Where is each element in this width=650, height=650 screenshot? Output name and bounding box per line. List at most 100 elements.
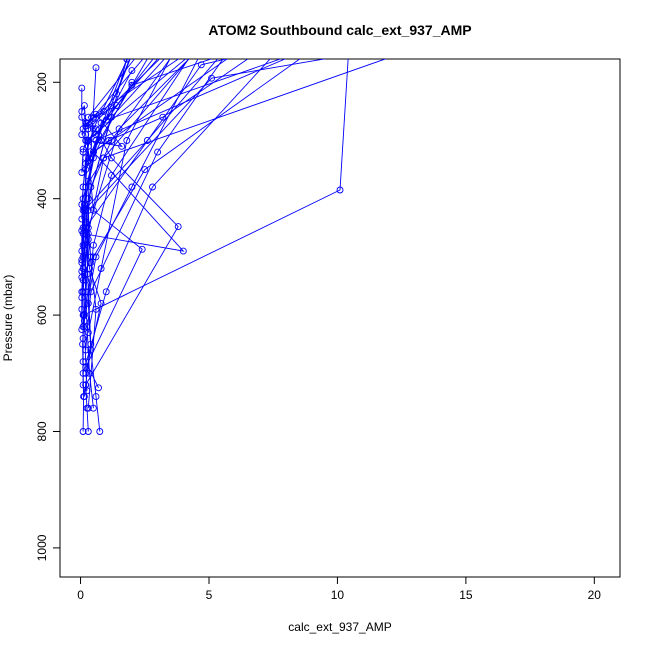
x-tick-label: 20 — [588, 588, 602, 602]
data-point — [82, 235, 90, 243]
data-point — [92, 393, 100, 401]
series-line — [82, 59, 219, 432]
data-point — [115, 125, 123, 133]
profile-series — [82, 39, 140, 130]
data-point — [89, 113, 97, 121]
y-axis-label: Pressure (mbar) — [1, 275, 15, 362]
data-point — [79, 428, 87, 435]
series-line — [83, 59, 301, 316]
x-tick-label: 0 — [77, 588, 84, 602]
data-point — [84, 177, 92, 185]
series-line — [85, 59, 224, 351]
data-point — [100, 107, 108, 115]
data-point — [155, 50, 161, 56]
data-point — [160, 33, 166, 39]
series-line — [82, 70, 133, 228]
data-point — [149, 183, 156, 191]
data-point — [180, 33, 186, 39]
data-point — [79, 145, 87, 153]
data-point — [80, 204, 88, 212]
data-point — [134, 39, 140, 45]
data-point — [201, 44, 207, 50]
data-point — [96, 428, 104, 435]
series-line — [82, 59, 282, 150]
series-line — [82, 59, 271, 374]
y-tick-label: 800 — [35, 421, 49, 441]
profile-series — [79, 59, 282, 153]
x-tick-label: 10 — [331, 588, 345, 602]
data-point — [89, 253, 97, 261]
data-point — [92, 125, 100, 133]
data-point — [123, 137, 131, 144]
data-point — [309, 44, 315, 50]
y-tick-label: 1000 — [35, 534, 49, 561]
data-point — [79, 369, 87, 377]
data-point — [129, 50, 135, 56]
series-line — [83, 59, 190, 388]
profile-series — [84, 21, 191, 337]
data-point — [84, 224, 92, 232]
data-point — [155, 27, 161, 33]
data-point — [138, 245, 146, 253]
data-point — [143, 137, 151, 144]
data-point — [155, 39, 161, 45]
profile-series — [80, 59, 190, 392]
data-point — [80, 311, 88, 319]
data-point — [89, 206, 97, 214]
profile-series — [79, 67, 136, 232]
data-point — [92, 64, 100, 72]
data-point — [80, 393, 88, 401]
data-point — [118, 142, 126, 150]
profile-series — [80, 59, 180, 212]
x-tick-label: 5 — [206, 588, 213, 602]
y-axis: 200 400 600 800 1000 — [35, 72, 61, 561]
data-point — [180, 27, 186, 33]
data-point — [78, 169, 86, 176]
data-point — [154, 148, 162, 156]
series-line — [83, 59, 180, 209]
data-point — [193, 21, 199, 27]
profile-series — [78, 50, 405, 264]
data-point — [79, 224, 87, 232]
y-tick-label: 400 — [35, 188, 49, 208]
series-layer — [78, 9, 405, 435]
data-point — [232, 15, 238, 21]
data-point — [79, 323, 87, 331]
data-point — [82, 369, 90, 377]
data-point — [82, 131, 90, 139]
data-point — [82, 122, 90, 130]
x-axis-label: calc_ext_937_AMP — [288, 620, 391, 634]
data-point — [84, 235, 92, 243]
x-tick-label: 15 — [459, 588, 473, 602]
data-point — [95, 384, 102, 392]
series-line — [82, 59, 190, 292]
data-point — [102, 288, 110, 296]
profile-series — [78, 59, 131, 162]
data-point — [78, 247, 86, 255]
data-point — [175, 44, 181, 50]
data-point — [79, 381, 87, 389]
data-point — [174, 223, 182, 231]
data-point — [227, 15, 233, 21]
data-point — [141, 166, 149, 174]
data-point — [89, 404, 97, 412]
data-point — [97, 265, 105, 272]
data-point — [82, 346, 90, 354]
data-point — [95, 131, 102, 139]
data-point — [78, 215, 86, 223]
data-point — [89, 148, 97, 156]
series-line — [85, 59, 171, 240]
data-point — [84, 329, 92, 337]
data-point — [399, 50, 405, 56]
data-point — [128, 67, 136, 75]
data-point — [102, 116, 110, 124]
data-point — [107, 137, 115, 144]
data-point — [128, 81, 136, 89]
data-point — [86, 154, 93, 162]
series-line — [81, 59, 128, 160]
data-point — [185, 21, 191, 27]
data-point — [100, 154, 108, 162]
data-point — [168, 9, 174, 15]
chart-title: ATOM2 Southbound calc_ext_937_AMP — [208, 22, 471, 38]
data-point — [84, 137, 92, 144]
